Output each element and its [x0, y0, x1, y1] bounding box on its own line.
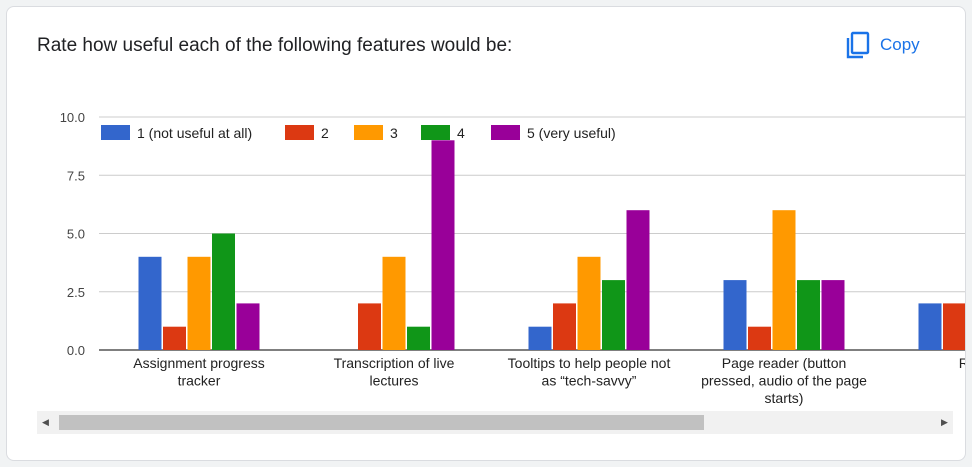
scroll-left-arrow-icon[interactable]: ◀	[42, 417, 49, 427]
legend-swatch	[354, 125, 383, 140]
legend-label: 3	[390, 125, 398, 141]
bar-chart-svg: 0.0 2.5 5.0 7.5 10.0 Assignment progress track…	[60, 110, 966, 406]
x-category-label: Tooltips to help people not	[508, 355, 671, 371]
x-category-label: Page reader (button	[722, 355, 847, 371]
bar	[577, 256, 601, 350]
x-category-label: lectures	[369, 373, 418, 389]
chart-question-title: Rate how useful each of the following fe…	[37, 35, 513, 56]
horizontal-scrollbar[interactable]: ◀ ▶	[37, 411, 953, 434]
copy-button-label: Copy	[880, 35, 920, 54]
bar	[236, 303, 260, 350]
bar	[553, 303, 576, 350]
legend-label: 4	[457, 125, 465, 141]
scroll-right-arrow-icon[interactable]: ▶	[941, 417, 948, 427]
bar	[528, 326, 552, 350]
bar	[407, 326, 430, 350]
bar	[772, 210, 796, 350]
bar	[163, 326, 186, 350]
x-category-label: as “tech-savvy”	[542, 373, 637, 389]
x-category-label: starts)	[765, 390, 804, 406]
y-tick-label: 2.5	[67, 285, 85, 300]
bar	[187, 256, 211, 350]
x-category-label: pressed, audio of the page	[701, 373, 867, 389]
scrollbar-thumb[interactable]	[59, 415, 704, 430]
bar	[358, 303, 381, 350]
y-tick-label: 10.0	[60, 110, 85, 125]
legend-swatch	[421, 125, 450, 140]
x-category-label: tracker	[178, 373, 221, 389]
bar	[431, 140, 455, 350]
bar	[821, 280, 845, 350]
copy-icon	[846, 31, 870, 59]
y-tick-label: 7.5	[67, 168, 85, 183]
y-tick-label: 5.0	[67, 227, 85, 242]
legend-label: 2	[321, 125, 329, 141]
legend-label: 5 (very useful)	[527, 125, 616, 141]
bar	[748, 326, 771, 350]
x-category-label: Respo	[959, 355, 966, 371]
x-category-label: Assignment progress	[133, 355, 265, 371]
y-tick-label: 0.0	[67, 343, 85, 358]
bar-chart: 0.0 2.5 5.0 7.5 10.0 Assignment progress track…	[7, 7, 966, 460]
chart-card: Rate how useful each of the following fe…	[6, 6, 966, 461]
x-category-label: Transcription of live	[334, 355, 455, 371]
bar	[797, 280, 820, 350]
bar	[602, 280, 625, 350]
bar	[626, 210, 650, 350]
legend-swatch	[285, 125, 314, 140]
bar	[212, 233, 235, 350]
legend-swatch	[491, 125, 520, 140]
legend-swatch	[101, 125, 130, 140]
bar	[138, 256, 162, 350]
bar	[723, 280, 747, 350]
copy-button[interactable]: Copy	[845, 27, 945, 63]
bar	[918, 303, 942, 350]
legend-label: 1 (not useful at all)	[137, 125, 252, 141]
bar	[943, 303, 965, 350]
bar	[382, 256, 406, 350]
